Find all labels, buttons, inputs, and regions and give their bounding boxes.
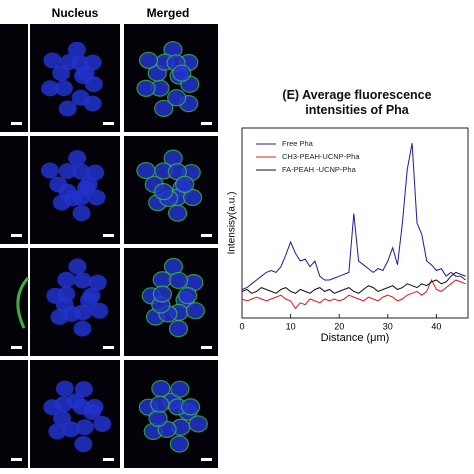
scale-bar [201,458,212,461]
x-axis-label: Distance (μm) [321,332,390,344]
cell [73,272,92,289]
x-tick-label: 40 [431,321,441,331]
column-header: Merged [147,6,190,20]
cell [183,188,203,207]
cell [74,436,93,453]
cell [79,176,98,193]
cell [62,421,81,438]
scale-bar [11,234,22,237]
cell [138,51,159,69]
x-tick-label: 10 [286,321,296,331]
cell [86,164,105,181]
cell [148,409,168,428]
cell [75,419,94,436]
legend-label: FA-PEAH -UCNP-Pha [282,165,357,174]
cell [136,79,156,97]
cell [54,80,73,97]
scale-bar [11,346,22,349]
cell [168,320,189,338]
cell [188,415,208,433]
scale-bar [201,346,212,349]
cell [136,161,156,180]
cell [41,80,60,97]
image-panel [0,360,28,468]
cell [154,99,174,118]
cell-edge [16,276,30,329]
cell [167,204,188,222]
column-header: Nucleus [52,6,99,20]
cell [82,287,101,304]
cell [43,52,62,69]
cell [68,150,87,167]
cell [57,271,76,288]
cell [58,183,77,200]
plot-frame [241,127,469,319]
cell [73,320,92,337]
cell [72,398,91,415]
legend-label: CH3-PEAH-UCNP-Pha [282,152,360,161]
image-panel [0,248,28,356]
cell [57,285,76,302]
scale-bar [11,122,22,125]
scale-bar [103,346,114,349]
cell [67,41,86,58]
cell [58,100,77,117]
microscopy-panels [0,24,218,468]
legend-label: Free Pha [282,139,314,148]
cell [175,175,195,194]
cell [169,271,189,290]
cell [169,435,189,453]
cell [40,162,59,179]
cell [170,380,190,398]
cell [185,302,206,320]
cell [76,65,95,82]
cell [151,379,171,398]
data-line [241,143,466,290]
cell [154,183,174,201]
scale-bar [201,122,212,125]
image-panel [124,360,218,468]
cell [180,398,201,416]
data-line [241,271,466,294]
cell [90,302,109,319]
cell [85,398,104,415]
y-axis-label: Intensisy(a.u.) [227,192,238,255]
scale-bar [11,458,22,461]
scale-bar [103,122,114,125]
cell [72,205,91,222]
cell [55,380,74,397]
cell [53,410,72,427]
cell [48,423,67,440]
cell [88,274,107,291]
scale-bar [103,234,114,237]
cell [150,395,170,413]
cell [68,258,87,275]
cell [167,89,187,107]
cell [54,396,73,413]
x-tick-label: 20 [334,321,344,331]
image-panel [0,136,28,244]
cell [152,271,172,289]
scale-bar [201,234,212,237]
data-line [241,278,466,310]
scale-bar [103,458,114,461]
cell [71,89,90,106]
cell [58,162,77,179]
cell [74,381,93,398]
cell [178,287,198,305]
image-panel [30,360,120,468]
image-panel [0,24,28,132]
cell [72,163,91,180]
x-tick-label: 30 [383,321,393,331]
chart-title: (E) Average fluorescence intensities of … [282,88,432,117]
cell [87,189,106,206]
cell [152,285,172,303]
cell [93,415,112,432]
x-tick-label: 0 [239,321,244,331]
cell [172,64,192,82]
